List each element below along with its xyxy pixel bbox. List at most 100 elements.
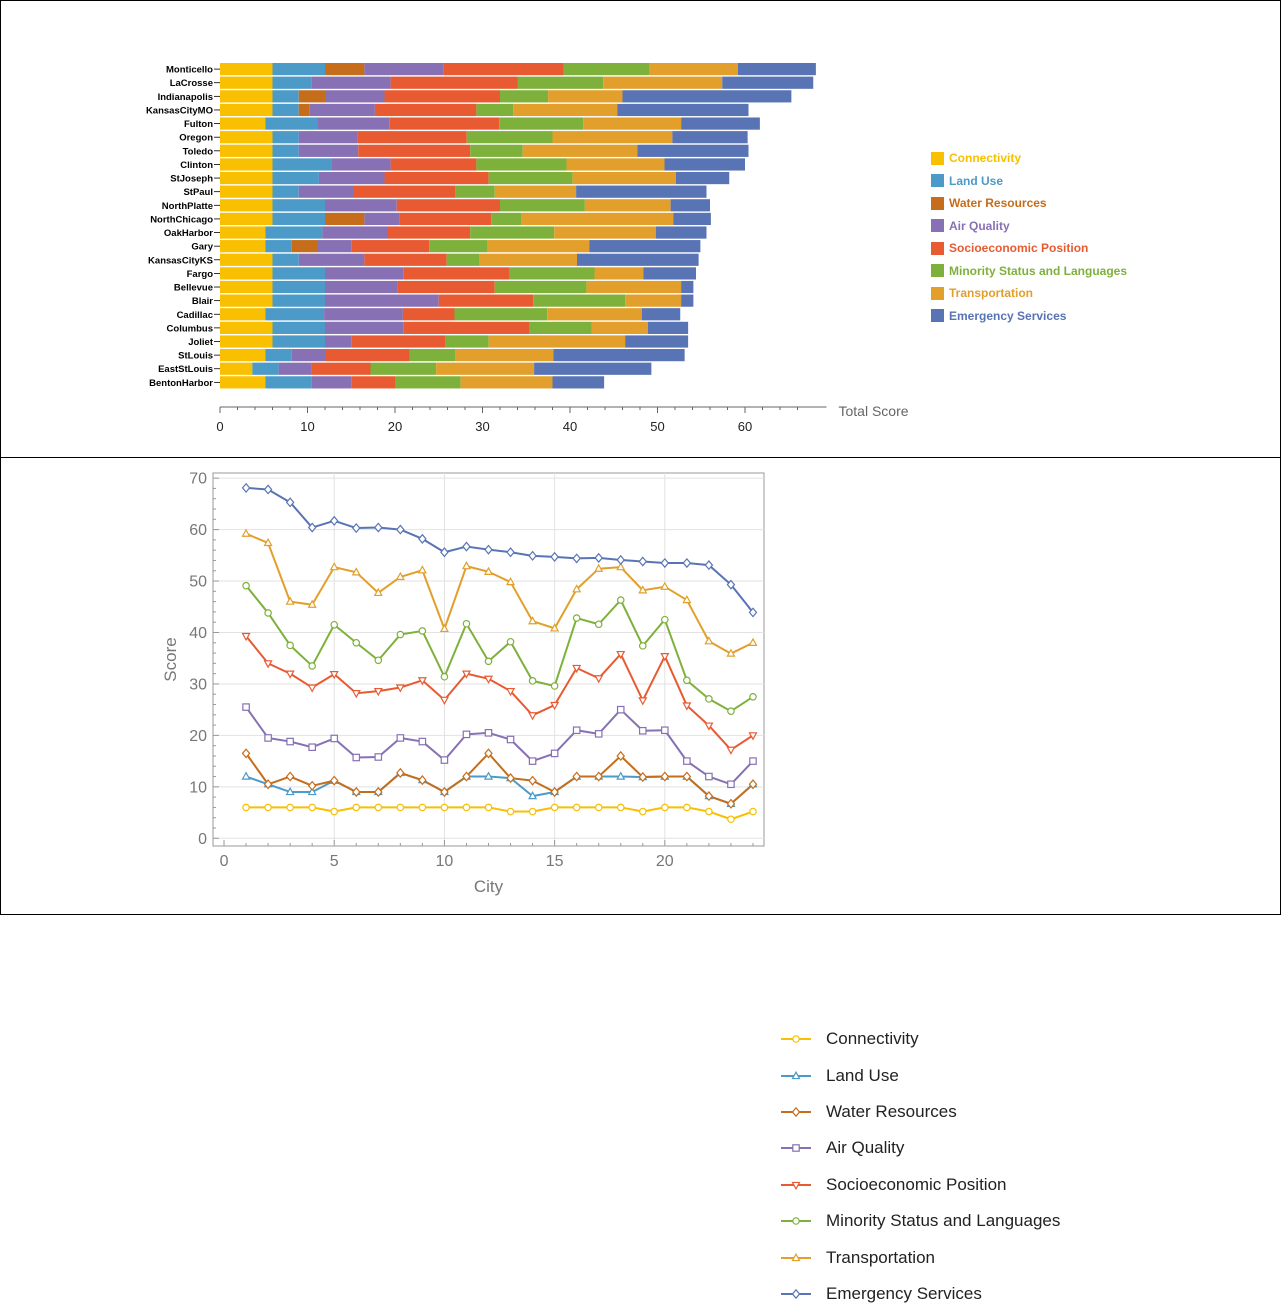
line-legend-label: Air Quality xyxy=(826,1138,905,1158)
data-point-connectivity xyxy=(484,803,493,812)
data-point-minority-status-and-languages xyxy=(727,707,735,716)
bar-segment-northplatte-minority-status-and-languages xyxy=(500,199,585,212)
bar-category-label-kansascitymo: KansasCityMO xyxy=(146,105,213,116)
data-point-air-quality xyxy=(396,734,405,742)
data-point-socioeconomic-position xyxy=(263,660,273,669)
bar-segment-stjoseph-emergency-services xyxy=(675,171,730,185)
data-point-connectivity xyxy=(264,803,272,812)
bar-segment-gary-connectivity xyxy=(220,240,266,253)
data-point-emergency-services xyxy=(682,557,692,569)
data-point-transportation xyxy=(373,587,383,597)
bar-segment-fulton-land-use xyxy=(265,117,318,130)
data-point-air-quality xyxy=(727,780,735,789)
series-line-socioeconomic-position xyxy=(245,635,754,751)
bar-segment-fulton-air-quality xyxy=(318,117,390,130)
bar-legend-label: Minority Status and Languages xyxy=(949,263,1128,278)
data-point-minority-status-and-languages xyxy=(440,672,449,681)
bar-segment-joliet-land-use xyxy=(272,335,325,348)
data-point-air-quality xyxy=(330,734,339,743)
bar-segment-monticello-water-resources xyxy=(325,63,365,76)
bar-segment-stpaul-minority-status-and-languages xyxy=(455,185,495,198)
line-legend-item-socioeconomic-position: Socioeconomic Position xyxy=(781,1167,1060,1203)
line-legend-item-minority-status-and-languages: Minority Status and Languages xyxy=(781,1203,1060,1239)
bar-segment-columbus-socioeconomic-position xyxy=(403,321,530,334)
bar-segment-gary-minority-status-and-languages xyxy=(429,240,488,253)
bar-segment-stlouis-transportation xyxy=(455,349,554,362)
bar-segment-toledo-air-quality xyxy=(298,144,359,157)
x-tick-label: 0 xyxy=(220,853,229,870)
line-legend-item-land-use: Land Use xyxy=(781,1057,1060,1093)
bar-segment-oakharbor-air-quality xyxy=(322,226,388,239)
line-legend-swatch xyxy=(781,1106,811,1118)
bar-category-label-kansascityks: KansasCityKS xyxy=(148,255,213,266)
bar-segment-northchicago-minority-status-and-languages xyxy=(491,212,521,226)
data-point-minority-status-and-languages xyxy=(594,620,603,629)
bar-segment-stlouis-air-quality xyxy=(291,349,325,362)
data-point-minority-status-and-languages xyxy=(242,581,250,590)
stacked-bar-chart: Monticello LaCrosse Indianapolis KansasCity… xyxy=(146,63,909,434)
data-point-connectivity xyxy=(616,803,625,812)
data-point-transportation xyxy=(550,623,560,632)
y-tick-label: 30 xyxy=(189,676,207,693)
data-point-socioeconomic-position xyxy=(395,684,405,693)
data-point-air-quality xyxy=(264,734,272,742)
data-point-socioeconomic-position xyxy=(594,675,604,684)
bar-segment-clinton-socioeconomic-position xyxy=(390,158,477,171)
legend-marker xyxy=(792,1144,800,1153)
bar-segment-cadillac-air-quality xyxy=(324,308,403,321)
bar-segment-stlouis-socioeconomic-position xyxy=(325,349,410,362)
bar-segment-stjoseph-transportation xyxy=(572,171,676,185)
bar-category-label-stpaul: StPaul xyxy=(183,187,213,198)
bar-category-label-blair: Blair xyxy=(192,296,213,307)
bar-legend-label: Land Use xyxy=(949,173,1004,188)
data-point-water-resources xyxy=(418,775,427,786)
series-line-connectivity xyxy=(246,806,754,821)
bar-segment-clinton-transportation xyxy=(566,158,665,171)
bar-segment-toledo-emergency-services xyxy=(637,144,749,157)
bar-segment-northchicago-water-resources xyxy=(325,212,365,226)
bar-segment-cadillac-connectivity xyxy=(220,308,266,321)
bar-segment-oregon-air-quality xyxy=(298,131,358,144)
x-tick-label: 60 xyxy=(738,419,752,434)
data-point-connectivity xyxy=(683,803,691,812)
data-point-transportation xyxy=(726,648,736,657)
bar-category-label-lacrosse: LaCrosse xyxy=(170,78,213,89)
bar-segment-northchicago-socioeconomic-position xyxy=(399,212,492,226)
line-legend-label: Socioeconomic Position xyxy=(826,1174,1007,1194)
x-tick-label: 40 xyxy=(563,419,577,434)
y-tick-label: 0 xyxy=(198,831,207,848)
bar-segment-kansascityks-socioeconomic-position xyxy=(364,253,447,266)
data-point-air-quality xyxy=(550,749,559,758)
bar-segment-indianapolis-minority-status-and-languages xyxy=(500,90,549,103)
bar-legend-label: Transportation xyxy=(949,286,1034,301)
data-point-connectivity xyxy=(506,807,515,816)
data-point-air-quality xyxy=(352,753,361,762)
bar-segment-eaststlouis-transportation xyxy=(436,362,535,375)
bar-segment-toledo-socioeconomic-position xyxy=(358,144,471,157)
bar-segment-fargo-transportation xyxy=(594,267,644,280)
bar-category-label-columbus: Columbus xyxy=(167,323,213,334)
bar-segment-gary-socioeconomic-position xyxy=(351,240,430,253)
bar-category-label-monticello: Monticello xyxy=(166,65,213,76)
line-legend-item-transportation: Transportation xyxy=(781,1239,1060,1275)
data-point-connectivity xyxy=(396,803,405,812)
x-tick-label: 20 xyxy=(656,853,674,870)
bar-legend-swatch xyxy=(931,174,944,188)
bar-segment-oregon-socioeconomic-position xyxy=(357,131,467,144)
line-legend-item-water-resources: Water Resources xyxy=(781,1094,1060,1130)
bar-legend-item-transportation: Transportation xyxy=(931,282,1127,305)
data-point-water-resources xyxy=(682,771,692,782)
bar-segment-northchicago-emergency-services xyxy=(673,212,711,226)
bar-segment-northchicago-transportation xyxy=(521,212,674,226)
data-point-land-use xyxy=(528,791,538,800)
y-axis-label: Score xyxy=(161,637,180,681)
bar-segment-lacrosse-air-quality xyxy=(311,76,391,89)
data-point-connectivity xyxy=(242,803,250,812)
data-point-minority-status-and-languages xyxy=(286,641,294,650)
data-point-connectivity xyxy=(550,803,559,812)
bar-segment-stjoseph-socioeconomic-position xyxy=(384,171,489,185)
line-legend-swatch xyxy=(781,1144,811,1153)
bar-category-label-stjoseph: StJoseph xyxy=(170,174,213,185)
bar-segment-joliet-air-quality xyxy=(325,335,352,348)
data-point-water-resources xyxy=(396,767,405,779)
